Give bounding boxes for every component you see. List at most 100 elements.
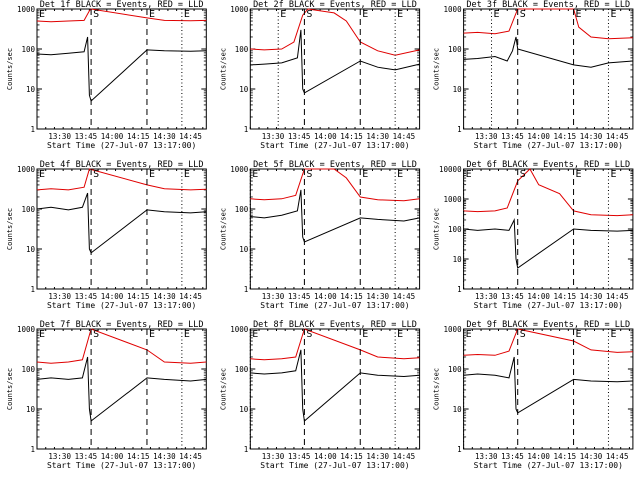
x-tick-label: 14:15	[554, 292, 577, 301]
panel-det-4: Det 4f BLACK = Events, RED = LLD 1 10 100 10…	[6, 160, 207, 310]
y-tick-label: 1	[30, 125, 35, 134]
x-tick-label: 13:30	[475, 452, 498, 461]
y-tick-label: 10	[453, 85, 463, 94]
marker-label: E	[610, 169, 616, 180]
marker-label: S	[306, 329, 312, 340]
y-tick-label: 1000	[444, 5, 463, 14]
x-tick-label: 13:45	[75, 292, 98, 301]
y-tick-label: 1000	[17, 5, 36, 14]
y-tick-label: 10	[239, 245, 249, 254]
y-tick-label: 100	[448, 225, 462, 234]
panel-det-6: Det 6f BLACK = Events, RED = LLD 1 10 100 10…	[433, 160, 634, 310]
x-axis-label: Start Time (27-Jul-07 13:17:00)	[474, 301, 623, 310]
x-tick-label: 14:30	[153, 452, 176, 461]
marker-label: E	[362, 169, 368, 180]
y-tick-label: 1	[457, 445, 462, 454]
y-tick-label: 10	[26, 405, 36, 414]
x-tick-label: 13:30	[262, 132, 285, 141]
x-tick-label: 14:45	[606, 452, 629, 461]
plot-frame	[463, 8, 634, 130]
x-tick-label: 14:15	[554, 132, 577, 141]
marker-label: E	[466, 329, 472, 340]
panel-title: Det 4f BLACK = Events, RED = LLD	[40, 160, 204, 170]
x-axis-label: Start Time (27-Jul-07 13:17:00)	[260, 301, 409, 310]
x-tick-label: 14:45	[179, 132, 202, 141]
x-tick-label: 14:15	[127, 292, 150, 301]
y-tick-label: 100	[21, 365, 35, 374]
x-tick-label: 14:00	[527, 132, 550, 141]
panel-title: Det 8f BLACK = Events, RED = LLD	[253, 320, 417, 330]
marker-label: E	[280, 9, 286, 20]
plot-frame	[463, 328, 634, 450]
y-tick-label: 1	[244, 125, 249, 134]
x-tick-label: 14:15	[340, 292, 363, 301]
x-tick-label: 13:45	[75, 452, 98, 461]
x-tick-label: 13:30	[475, 292, 498, 301]
series-line-lld	[250, 168, 420, 202]
marker-label: S	[93, 169, 99, 180]
y-tick-label: 1000	[230, 165, 249, 174]
x-tick-label: 13:45	[501, 452, 524, 461]
y-tick-label: 100	[448, 365, 462, 374]
marker-label: S	[306, 9, 312, 20]
plot-frame	[36, 8, 207, 130]
x-tick-label: 13:45	[288, 292, 311, 301]
marker-label: E	[149, 329, 155, 340]
marker-label: E	[184, 329, 190, 340]
x-tick-label: 14:00	[101, 132, 124, 141]
panel-title: Det 5f BLACK = Events, RED = LLD	[253, 160, 417, 170]
series-line-events	[463, 356, 633, 414]
series-line-lld	[250, 328, 420, 361]
y-axis-label: Counts/sec	[433, 48, 441, 90]
x-tick-label: 14:45	[606, 132, 629, 141]
x-tick-label: 13:30	[48, 452, 71, 461]
y-tick-label: 1000	[17, 325, 36, 334]
x-tick-label: 14:15	[127, 452, 150, 461]
series-line-lld	[36, 8, 207, 23]
x-axis-label: Start Time (27-Jul-07 13:17:00)	[47, 301, 196, 310]
x-axis-label: Start Time (27-Jul-07 13:17:00)	[47, 141, 196, 150]
marker-label: E	[39, 329, 45, 340]
marker-label: E	[184, 169, 190, 180]
y-tick-label: 100	[235, 365, 249, 374]
y-tick-label: 1000	[444, 325, 463, 334]
x-tick-label: 14:15	[127, 132, 150, 141]
x-tick-label: 14:15	[340, 132, 363, 141]
panel-det-9: Det 9f BLACK = Events, RED = LLD 1 10 100 10…	[433, 320, 634, 470]
series-line-lld	[463, 8, 633, 40]
x-tick-label: 13:30	[48, 292, 71, 301]
x-tick-label: 13:30	[475, 132, 498, 141]
marker-label: E	[252, 169, 258, 180]
marker-label: S	[93, 9, 99, 20]
x-tick-label: 14:30	[366, 292, 389, 301]
panel-title: Det 6f BLACK = Events, RED = LLD	[466, 160, 630, 170]
plot-frame	[249, 328, 421, 450]
marker-label: S	[306, 169, 312, 180]
series-line-events	[463, 36, 633, 68]
series-line-lld	[36, 168, 207, 191]
y-tick-label: 1	[30, 285, 35, 294]
marker-label: E	[149, 9, 155, 20]
x-tick-label: 13:30	[48, 132, 71, 141]
marker-label: E	[466, 169, 472, 180]
y-tick-label: 10	[453, 405, 463, 414]
y-tick-label: 10	[26, 245, 36, 254]
panel-title: Det 3f BLACK = Events, RED = LLD	[466, 0, 630, 10]
series-line-lld	[463, 328, 633, 356]
series-line-events	[36, 356, 207, 422]
x-tick-label: 14:45	[393, 292, 416, 301]
x-tick-label: 14:30	[580, 132, 603, 141]
x-tick-label: 13:45	[501, 292, 524, 301]
x-tick-label: 14:45	[606, 292, 629, 301]
marker-label: E	[397, 329, 403, 340]
y-axis-label: Counts/sec	[6, 208, 14, 250]
y-tick-label: 10	[239, 405, 249, 414]
x-axis-label: Start Time (27-Jul-07 13:17:00)	[47, 461, 196, 470]
x-axis-label: Start Time (27-Jul-07 13:17:00)	[260, 461, 409, 470]
y-tick-label: 1	[457, 285, 462, 294]
y-tick-label: 1000	[230, 325, 249, 334]
series-line-events	[463, 218, 633, 269]
y-tick-label: 10	[239, 85, 249, 94]
y-tick-label: 10	[26, 85, 36, 94]
